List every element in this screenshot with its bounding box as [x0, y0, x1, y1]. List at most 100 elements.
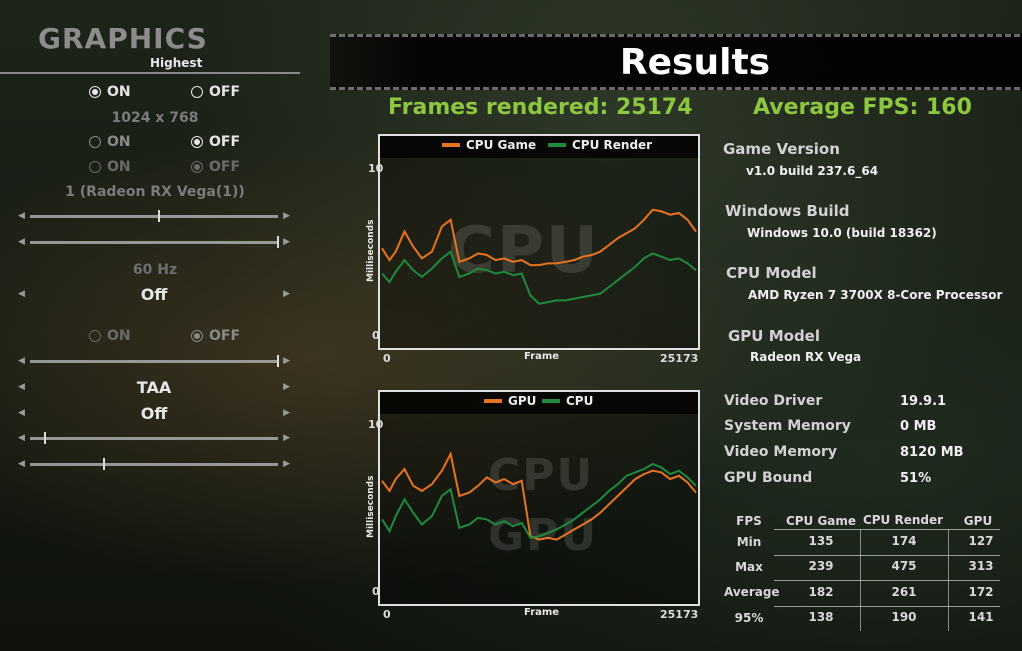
- resolution-value[interactable]: 1024 x 768: [111, 110, 199, 126]
- cpu-model-label: CPU Model: [726, 264, 817, 282]
- slider-knob[interactable]: [43, 432, 46, 444]
- series-line-cpu-render: [381, 250, 697, 305]
- arrow-right-icon[interactable]: ▶: [283, 211, 290, 221]
- radio-row-4: ON OFF: [85, 328, 245, 348]
- results-banner: [330, 34, 1022, 90]
- radio-selected-icon: [191, 330, 203, 342]
- gpu-select-value[interactable]: 1 (Radeon RX Vega(1)): [65, 184, 245, 200]
- slider-track: [30, 215, 278, 218]
- radio-off-2[interactable]: OFF: [191, 134, 240, 150]
- chart-legend-bar: [380, 392, 698, 414]
- table-cell: 127: [968, 534, 994, 548]
- arrow-right-icon[interactable]: ▶: [283, 459, 290, 469]
- radio-on-1[interactable]: ON: [89, 84, 131, 100]
- table-divider: [774, 529, 1000, 530]
- arrow-right-icon[interactable]: ▶: [283, 237, 290, 247]
- arrow-right-icon[interactable]: ▶: [283, 382, 290, 392]
- arrow-right-icon[interactable]: ▶: [283, 408, 290, 418]
- x-tick-start: 0: [383, 352, 391, 365]
- legend-item: CPU Game: [442, 138, 536, 152]
- slider-2[interactable]: ◀ ▶: [18, 236, 290, 248]
- x-axis-label: Frame: [524, 351, 560, 362]
- selector-off-2[interactable]: ◀ Off ▶: [18, 404, 290, 424]
- chart-legend-bar: [380, 136, 698, 158]
- chart-frame: [378, 134, 700, 350]
- slider-knob[interactable]: [157, 210, 160, 222]
- row-label: 95%: [734, 611, 764, 625]
- table-cell: 172: [968, 585, 994, 599]
- table-divider: [774, 555, 1000, 556]
- table-header: CPU Render: [862, 513, 944, 527]
- radio-row-1: ON OFF: [85, 84, 245, 104]
- radio-off-1[interactable]: OFF: [191, 84, 240, 100]
- gpu-model-value: Radeon RX Vega: [750, 350, 862, 364]
- x-tick-end: 25173: [660, 608, 699, 621]
- radio-on-3[interactable]: ON: [89, 159, 131, 175]
- y-tick-bottom: 0: [372, 585, 380, 598]
- table-cell: 261: [891, 585, 917, 599]
- video-driver-label: Video Driver: [724, 393, 823, 409]
- arrow-left-icon[interactable]: ◀: [18, 289, 25, 299]
- arrow-left-icon[interactable]: ◀: [18, 237, 25, 247]
- arrow-left-icon[interactable]: ◀: [18, 211, 25, 221]
- arrow-right-icon[interactable]: ▶: [283, 356, 290, 366]
- radio-on-2[interactable]: ON: [89, 134, 131, 150]
- slider-5[interactable]: ◀ ▶: [18, 458, 290, 470]
- radio-off-4[interactable]: OFF: [191, 328, 240, 344]
- system-memory-value: 0 MB: [900, 419, 937, 434]
- legend-item: CPU Render: [548, 138, 652, 152]
- y-tick-top: 10: [368, 418, 384, 431]
- radio-selected-icon: [191, 136, 203, 148]
- table-cell: 141: [968, 610, 994, 624]
- radio-selected-icon: [191, 161, 203, 173]
- slider-4[interactable]: ◀ ▶: [18, 432, 290, 444]
- row-label: Min: [736, 535, 762, 549]
- windows-build-value: Windows 10.0 (build 18362): [747, 226, 937, 240]
- slider-3[interactable]: ◀ ▶: [18, 355, 290, 367]
- game-version-value: v1.0 build 237.6_64: [746, 164, 879, 178]
- series-line-cpu: [381, 462, 697, 540]
- video-driver-value: 19.9.1: [900, 394, 947, 409]
- arrow-right-icon[interactable]: ▶: [283, 289, 290, 299]
- radio-empty-icon: [89, 136, 101, 148]
- table-col-divider: [948, 529, 949, 631]
- game-version-label: Game Version: [723, 140, 840, 158]
- arrow-left-icon[interactable]: ◀: [18, 408, 25, 418]
- arrow-left-icon[interactable]: ◀: [18, 382, 25, 392]
- arrow-left-icon[interactable]: ◀: [18, 356, 25, 366]
- slider-1[interactable]: ◀ ▶: [18, 210, 290, 222]
- radio-selected-icon: [89, 86, 101, 98]
- selector-off-1[interactable]: ◀ Off ▶: [18, 285, 290, 305]
- arrow-right-icon[interactable]: ▶: [283, 433, 290, 443]
- slider-knob[interactable]: [103, 458, 106, 470]
- gpu-model-label: GPU Model: [728, 327, 820, 345]
- selector-value: TAA: [136, 378, 172, 397]
- cpu-model-value: AMD Ryzen 7 3700X 8-Core Processor: [748, 288, 1003, 302]
- row-label: Average: [724, 585, 780, 599]
- y-tick-top: 10: [368, 162, 384, 175]
- graphics-settings-panel: GRAPHICS Highest ON OFF 1024 x 768 ON OF…: [0, 0, 300, 651]
- selector-value: Off: [140, 404, 168, 423]
- arrow-left-icon[interactable]: ◀: [18, 459, 25, 469]
- table-header: CPU Game: [785, 514, 857, 528]
- arrow-left-icon[interactable]: ◀: [18, 433, 25, 443]
- radio-on-4[interactable]: ON: [89, 328, 131, 344]
- row-label: Max: [735, 560, 763, 574]
- radio-off-3[interactable]: OFF: [191, 159, 240, 175]
- slider-knob[interactable]: [277, 236, 279, 248]
- chart-plot-cpu: [381, 208, 697, 305]
- refresh-rate-value[interactable]: 60 Hz: [132, 262, 178, 278]
- table-cell: 190: [891, 610, 917, 624]
- radio-row-3: ON OFF: [85, 159, 245, 179]
- selector-antialiasing[interactable]: ◀ TAA ▶: [18, 378, 290, 398]
- preset-value[interactable]: Highest: [150, 56, 203, 70]
- legend-item: CPU: [542, 394, 593, 408]
- legend-item: GPU: [484, 394, 536, 408]
- table-divider: [774, 580, 1000, 581]
- x-axis-label: Frame: [524, 607, 560, 618]
- system-memory-label: System Memory: [724, 418, 851, 434]
- slider-knob[interactable]: [277, 355, 279, 367]
- y-axis-label: Milliseconds: [366, 219, 376, 282]
- slider-track: [30, 463, 278, 466]
- graphics-title: GRAPHICS: [38, 22, 208, 55]
